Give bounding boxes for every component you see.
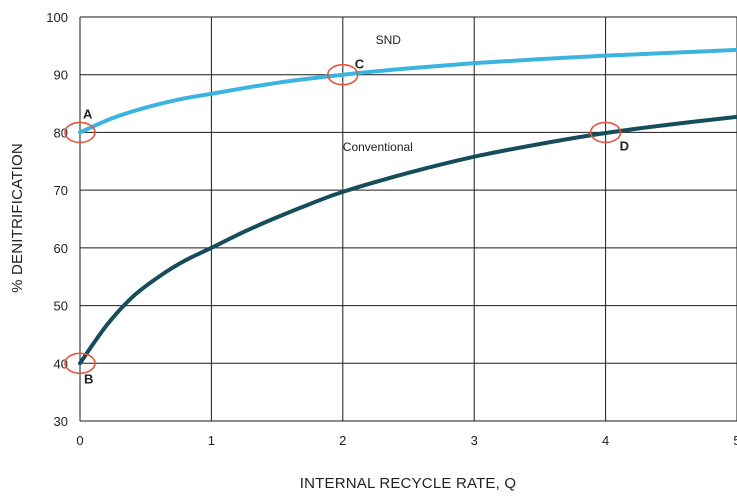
y-tick-label: 90 bbox=[54, 68, 68, 83]
marker-d bbox=[589, 121, 622, 144]
y-tick-label: 40 bbox=[54, 356, 68, 371]
y-tick-label: 30 bbox=[54, 414, 68, 429]
marker-b bbox=[64, 352, 96, 375]
annotations: A B C D bbox=[64, 57, 629, 386]
x-tick-label: 4 bbox=[602, 433, 609, 448]
series-line-snd bbox=[78, 47, 737, 135]
y-tick-label: 70 bbox=[54, 183, 68, 198]
x-axis-title: INTERNAL RECYCLE RATE, Q bbox=[300, 475, 517, 492]
point-label-b: B bbox=[84, 371, 93, 386]
series-label-conventional: Conventional bbox=[343, 140, 413, 154]
y-axis-title: % DENITRIFICATION bbox=[9, 143, 26, 293]
tick-labels: 30 40 50 60 70 80 90 100 0 1 2 3 4 5 bbox=[46, 10, 737, 448]
x-tick-label: 1 bbox=[208, 433, 215, 448]
point-label-c: C bbox=[355, 57, 365, 72]
grid bbox=[79, 16, 737, 422]
series-label-snd: SND bbox=[376, 33, 402, 47]
x-tick-label: 3 bbox=[471, 433, 478, 448]
point-label-a: A bbox=[83, 106, 93, 121]
series-labels: SND Conventional bbox=[343, 33, 413, 154]
x-tick-label: 2 bbox=[339, 433, 346, 448]
y-tick-label: 100 bbox=[46, 10, 68, 25]
point-label-d: D bbox=[620, 138, 629, 153]
marker-c bbox=[326, 63, 359, 86]
x-tick-label: 5 bbox=[733, 433, 737, 448]
y-tick-label: 50 bbox=[54, 299, 68, 314]
series-line-conventional bbox=[78, 114, 737, 366]
x-tick-label: 0 bbox=[76, 433, 83, 448]
marker-a bbox=[64, 121, 96, 144]
y-tick-label: 60 bbox=[54, 241, 68, 256]
y-tick-label: 80 bbox=[54, 125, 68, 140]
series-lines bbox=[78, 47, 737, 366]
